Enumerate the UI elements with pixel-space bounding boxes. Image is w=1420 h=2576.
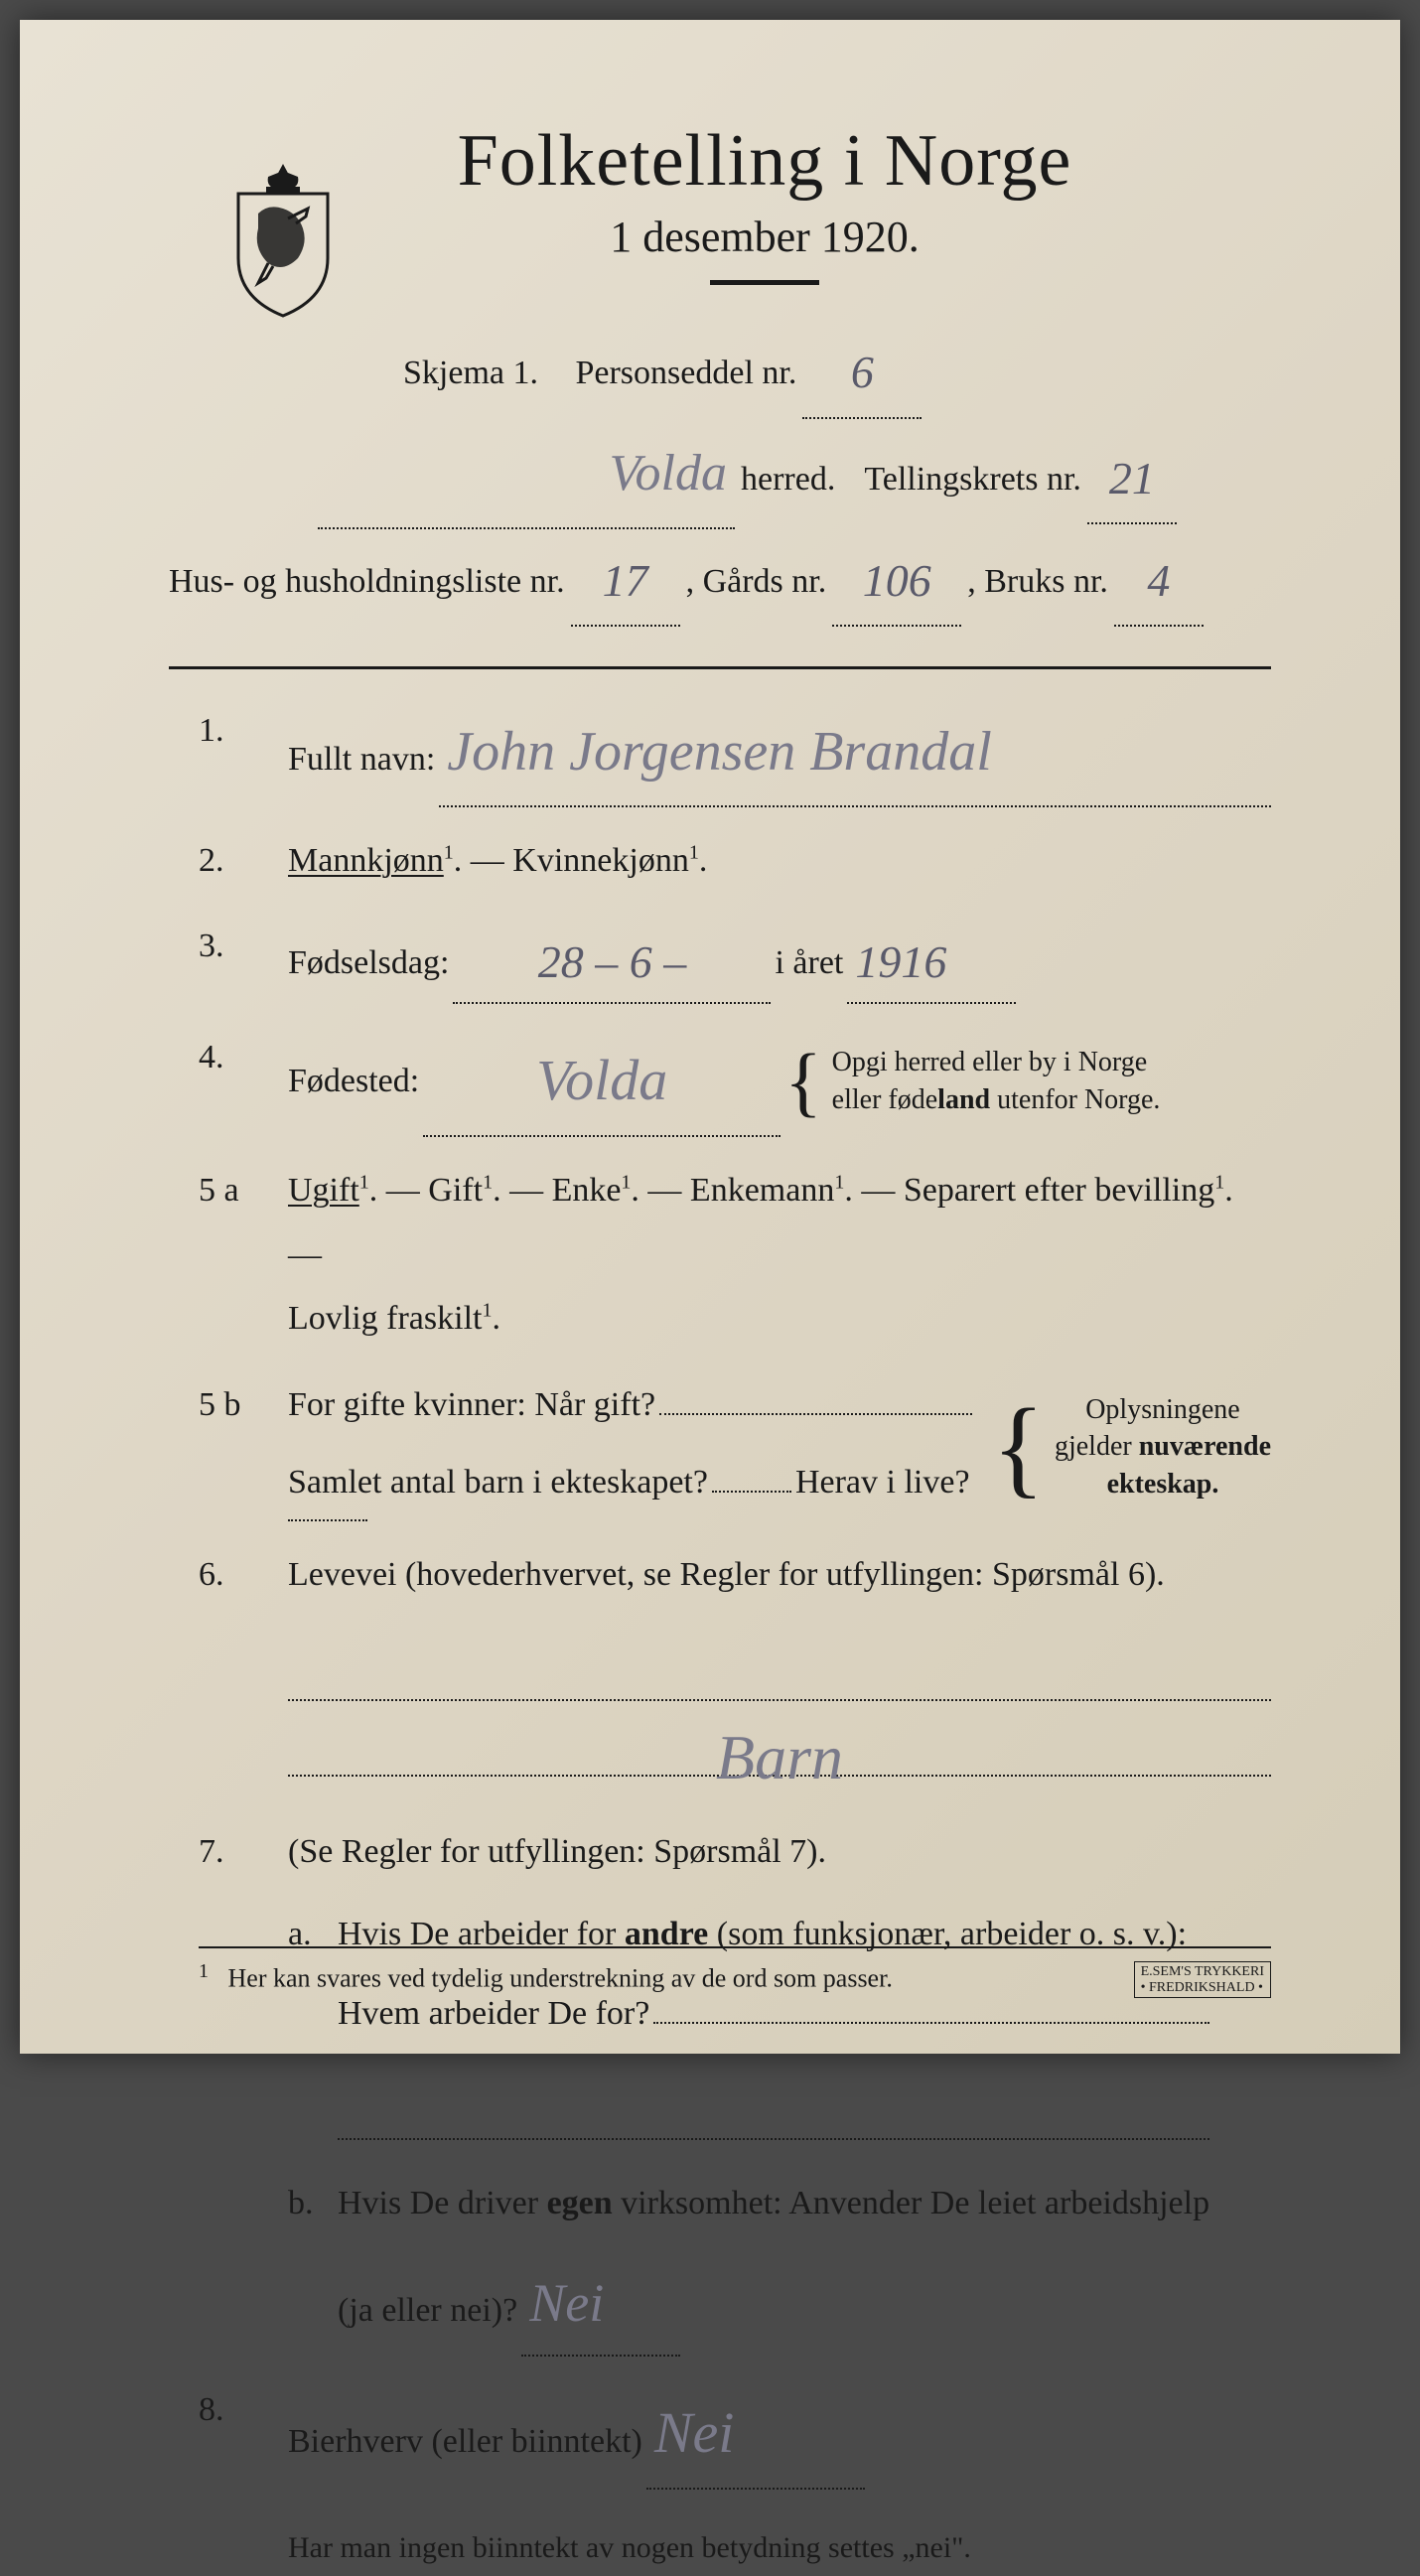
gards-nr: 106 <box>863 555 931 606</box>
q4-note: { Opgi herred eller by i Norge eller fød… <box>784 1044 1160 1119</box>
husliste-nr: 17 <box>603 555 648 606</box>
q8-value: Nei <box>654 2400 735 2465</box>
q-num: 5 b <box>199 1373 288 1438</box>
q3-label: Fødselsdag: <box>288 931 449 996</box>
title-rule <box>710 280 819 285</box>
q2: 2. Mannkjønn1. — Kvinnekjønn1. <box>199 829 1271 894</box>
divider <box>169 666 1271 669</box>
census-form-page: Folketelling i Norge 1 desember 1920. Sk… <box>20 20 1400 2054</box>
q8: 8. Bierhverv (eller biinntekt) Nei <box>199 2378 1271 2490</box>
q-num: 2. <box>199 829 288 894</box>
main-title: Folketelling i Norge <box>258 119 1271 204</box>
printer-mark: E.SEM'S TRYKKERI • FREDRIKSHALD • <box>1134 1961 1271 1998</box>
q4: 4. Fødested: Volda { Opgi herred eller b… <box>199 1026 1271 1137</box>
q4-value: Volda <box>536 1048 667 1112</box>
q3-year-label: i året <box>775 931 843 996</box>
q3-day: 28 – 6 – <box>538 936 687 987</box>
q7: 7. (Se Regler for utfyllingen: Spørsmål … <box>199 1820 1271 2356</box>
skjema-label: Skjema 1. <box>403 338 538 408</box>
q5b-note: { Oplysningene gjelder nuværende ekteska… <box>992 1391 1271 1503</box>
herred-name: Volda <box>610 445 727 501</box>
q1-label: Fullt navn: <box>288 728 435 792</box>
tellingskrets-label: Tellingskrets nr. <box>864 444 1081 514</box>
q-num: 3. <box>199 915 288 979</box>
herred-label: herred. <box>741 444 835 514</box>
footer: 1 Her kan svares ved tydelig understrekn… <box>199 1946 1271 1994</box>
q-num: 7. <box>199 1820 288 1885</box>
gards-label: , Gårds nr. <box>686 546 827 617</box>
q-num: 1. <box>199 699 288 764</box>
footer-rule <box>199 1946 1271 1948</box>
personseddel-nr: 6 <box>851 347 874 397</box>
husliste-label: Hus- og husholdningsliste nr. <box>169 546 565 617</box>
q6-label: Levevei (hovederhvervet, se Regler for u… <box>288 1543 1271 1608</box>
q7-label: (Se Regler for utfyllingen: Spørsmål 7). <box>288 1820 826 1885</box>
q5b: 5 b For gifte kvinner: Når gift? Samlet … <box>199 1373 1271 1521</box>
q7b-value: Nei <box>529 2273 604 2333</box>
q3-year: 1916 <box>855 936 946 987</box>
q8-label: Bierhverv (eller biinntekt) <box>288 2410 642 2475</box>
footnote: 1 Her kan svares ved tydelig understrekn… <box>199 1960 1271 1994</box>
bruks-nr: 4 <box>1147 555 1170 606</box>
q5a: 5 a Ugift1. — Gift1. — Enke1. — Enkemann… <box>199 1159 1271 1352</box>
q1: 1. Fullt navn: John Jorgensen Brandal <box>199 699 1271 806</box>
q1-value: John Jorgensen Brandal <box>447 721 992 783</box>
q2-mann: Mannkjønn <box>288 842 444 879</box>
title-block: Folketelling i Norge 1 desember 1920. Sk… <box>258 119 1271 627</box>
q-num: 4. <box>199 1026 288 1090</box>
tellingskrets-nr: 21 <box>1109 453 1155 503</box>
form-header-fields: Skjema 1. Personseddel nr. 6 Volda herre… <box>318 321 1271 627</box>
note-line: Har man ingen biinntekt av nogen betydni… <box>288 2519 1271 2576</box>
q6-value: Barn <box>716 1722 843 1792</box>
bruks-label: , Bruks nr. <box>967 546 1108 617</box>
personseddel-label: Personseddel nr. <box>575 338 796 408</box>
q4-label: Fødested: <box>288 1050 419 1114</box>
q6: 6. Levevei (hovederhvervet, se Regler fo… <box>199 1543 1271 1798</box>
q2-kvinne: Kvinnekjønn <box>512 842 689 879</box>
q-num: 8. <box>199 2378 288 2443</box>
q7b-letter: b. <box>288 2172 338 2356</box>
coat-of-arms-icon <box>228 159 338 318</box>
questions: 1. Fullt navn: John Jorgensen Brandal 2.… <box>199 699 1271 2575</box>
q7a-letter: a. <box>288 1903 338 2163</box>
subtitle: 1 desember 1920. <box>258 212 1271 262</box>
q3: 3. Fødselsdag: 28 – 6 – i året 1916 <box>199 915 1271 1003</box>
q-num: 5 a <box>199 1159 288 1223</box>
q-num: 6. <box>199 1543 288 1608</box>
